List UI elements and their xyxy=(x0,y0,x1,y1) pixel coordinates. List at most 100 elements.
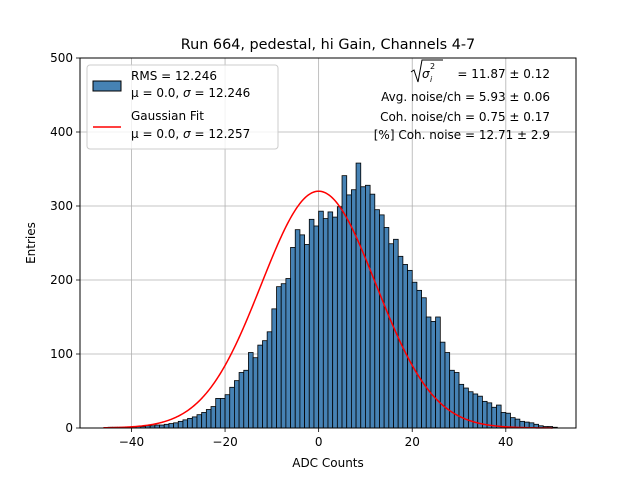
histogram-bar xyxy=(252,357,259,429)
histogram-bar xyxy=(262,340,268,429)
histogram-bar xyxy=(224,394,231,429)
histogram-bar xyxy=(304,244,310,429)
y-axis-ticks: 0 100 200 300 400 500 xyxy=(50,51,80,435)
histogram-bar xyxy=(280,283,287,429)
x-tick-label: 20 xyxy=(405,435,420,449)
legend-label-fit: Gaussian Fit xyxy=(131,109,204,123)
x-tick-label: −40 xyxy=(119,435,144,449)
y-tick-label: 100 xyxy=(50,347,73,361)
sigma-superscript: 2 xyxy=(430,62,435,71)
histogram-bar xyxy=(191,416,198,429)
histogram-bar xyxy=(196,414,203,429)
histogram-bar xyxy=(294,229,301,429)
histogram-bar xyxy=(360,186,366,429)
y-tick-label: 300 xyxy=(50,199,73,213)
histogram-bar xyxy=(449,369,455,429)
histogram-bar xyxy=(290,247,296,429)
histogram-bar xyxy=(201,412,207,429)
histogram-bar xyxy=(276,286,282,429)
histogram-bar xyxy=(163,423,170,429)
avg-noise-text: Avg. noise/ch = 5.93 ± 0.06 xyxy=(381,90,550,104)
histogram-bar xyxy=(182,419,189,429)
histogram-bar xyxy=(266,331,273,429)
histogram-bar xyxy=(327,211,334,429)
histogram-bar xyxy=(322,218,329,429)
histogram-bar xyxy=(332,216,338,429)
histogram-bar xyxy=(388,243,394,429)
histogram-bar xyxy=(467,391,474,429)
histogram-bar xyxy=(374,209,380,429)
histogram-bar xyxy=(168,423,174,429)
histogram-bars xyxy=(107,162,558,429)
histogram-bar xyxy=(369,193,376,429)
y-tick-label: 400 xyxy=(50,125,73,139)
histogram-bar xyxy=(308,218,315,429)
histogram-bar xyxy=(435,316,441,429)
histogram-bar xyxy=(365,184,371,429)
plot-frame xyxy=(79,57,577,429)
y-tick-label: 200 xyxy=(50,273,73,287)
histogram-bar xyxy=(496,404,502,429)
y-tick-label: 0 xyxy=(65,421,73,435)
histogram-bar xyxy=(210,406,217,429)
sqrt-variance-value: = 11.87 ± 0.12 xyxy=(457,67,550,81)
histogram-bar xyxy=(318,210,324,429)
histogram-bar xyxy=(379,214,385,429)
legend-label-rms: RMS = 12.246 xyxy=(131,69,217,83)
histogram-bar xyxy=(402,264,408,429)
histogram-bar xyxy=(430,321,437,429)
x-axis-ticks: −40 −20 0 20 40 xyxy=(119,428,513,449)
histogram-bar xyxy=(243,369,249,429)
histogram-bar xyxy=(416,289,422,429)
histogram-bar xyxy=(500,412,507,429)
histogram-bar xyxy=(313,225,320,429)
histogram-bar xyxy=(421,297,427,429)
x-axis-label: ADC Counts xyxy=(292,456,364,470)
x-tick-label: 0 xyxy=(315,435,323,449)
histogram-bar xyxy=(248,352,254,429)
noise-annotations: σ 2 i = 11.87 ± 0.12 Avg. noise/ch = 5.9… xyxy=(374,59,550,142)
histogram-bar xyxy=(505,412,511,429)
histogram-bar xyxy=(238,372,245,429)
histogram-bar xyxy=(355,162,362,429)
y-tick-label: 500 xyxy=(50,51,73,65)
histogram-bar xyxy=(299,234,306,429)
legend-box xyxy=(86,64,279,150)
histogram-bar xyxy=(205,409,212,429)
histogram-bar xyxy=(463,387,469,429)
histogram-bar xyxy=(229,386,235,429)
histogram-bar xyxy=(411,281,418,429)
histogram-bar xyxy=(336,206,343,429)
histogram-bar xyxy=(425,316,432,429)
histogram-bar xyxy=(458,383,465,429)
sigma-subscript: i xyxy=(430,75,433,84)
gaussian-fit-curve xyxy=(103,190,553,429)
histogram-bar xyxy=(219,397,226,429)
legend-label-rms-params: μ = 0.0, σ = 12.246 xyxy=(131,86,250,100)
histogram-bar xyxy=(271,308,277,429)
sqrt-symbol xyxy=(410,59,443,83)
y-axis-label: Entries xyxy=(24,222,38,264)
histogram-bar xyxy=(285,278,291,429)
legend-patch-histogram xyxy=(92,80,122,92)
histogram-bar xyxy=(173,422,179,429)
histogram-bar xyxy=(215,397,221,429)
histogram-bar xyxy=(383,227,390,429)
chart-title: Run 664, pedestal, hi Gain, Channels 4-7 xyxy=(181,37,475,53)
histogram-bar xyxy=(407,269,413,429)
histogram-bar xyxy=(453,372,460,429)
legend: RMS = 12.246 μ = 0.0, σ = 12.246 Gaussia… xyxy=(86,64,279,150)
histogram-bar xyxy=(444,352,451,429)
histogram-bar xyxy=(234,380,240,429)
x-tick-label: −20 xyxy=(212,435,237,449)
histogram-bar xyxy=(350,189,357,429)
coh-noise-percent-text: [%] Coh. noise = 12.71 ± 2.9 xyxy=(374,128,550,142)
sigma-symbol: σ xyxy=(422,67,430,81)
histogram-bar xyxy=(187,417,193,429)
histogram-bar xyxy=(257,344,263,429)
histogram-bar xyxy=(346,194,352,429)
histogram-bar xyxy=(177,420,184,429)
legend-label-fit-params: μ = 0.0, σ = 12.257 xyxy=(131,127,250,141)
x-tick-label: 40 xyxy=(498,435,513,449)
